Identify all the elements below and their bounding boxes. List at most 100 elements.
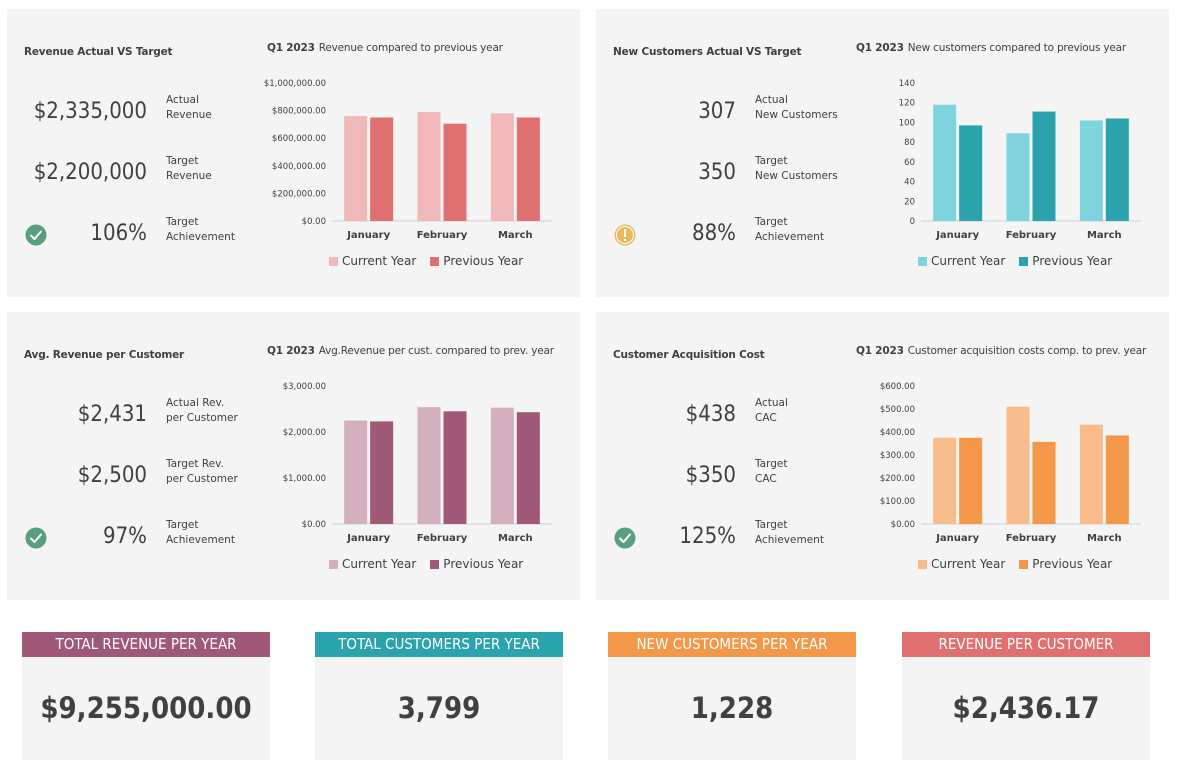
avg-revenue-panel: Avg. Revenue per Customer Q1 2023 Avg.Rev… bbox=[7, 312, 580, 600]
chart-legend: Current Year Previous Year bbox=[918, 557, 1112, 571]
panel-title: New Customers Actual VS Target bbox=[613, 46, 802, 58]
kpi-label: Actual CAC bbox=[755, 397, 788, 424]
legend-current-year: Current Year bbox=[329, 254, 416, 268]
kpi-achievement: 88% Target Achievement bbox=[596, 216, 846, 261]
x-tick-label: February bbox=[1006, 533, 1057, 544]
chart-title-quarter: Q1 2023 bbox=[856, 345, 904, 357]
bar-previous-year bbox=[959, 437, 983, 524]
total-header: TOTAL REVENUE PER YEAR bbox=[22, 632, 270, 657]
new-customers-bar-chart: 0 20 40 60 80 100 120 140 January February March bbox=[899, 79, 1141, 241]
y-tick-label: 0 bbox=[910, 217, 915, 227]
bar-previous-year bbox=[370, 117, 394, 221]
legend-swatch bbox=[1019, 256, 1029, 266]
kpi-achievement: 106% Target Achievement bbox=[7, 216, 257, 261]
legend-label: Previous Year bbox=[1032, 557, 1113, 571]
legend-swatch bbox=[918, 256, 927, 266]
y-tick-label: $200.00 bbox=[880, 474, 915, 484]
total-revenue-card: TOTAL REVENUE PER YEAR $9,255,000.00 bbox=[22, 632, 270, 760]
kpi-label: Target New Customers bbox=[755, 155, 838, 182]
x-tick-label: January bbox=[346, 230, 390, 241]
x-tick-label: March bbox=[1087, 533, 1122, 544]
total-customers-card: TOTAL CUSTOMERS PER YEAR 3,799 bbox=[315, 632, 563, 760]
bar-current-year bbox=[1079, 424, 1103, 524]
chart-title: Q1 2023 Avg.Revenue per cust. compared to… bbox=[267, 345, 554, 357]
y-tick-label: $0.00 bbox=[891, 520, 915, 530]
check-icon bbox=[25, 527, 47, 549]
kpi-value: 97% bbox=[103, 524, 147, 549]
y-tick-label: 60 bbox=[904, 158, 915, 168]
kpi-value: 350 bbox=[698, 160, 736, 185]
y-tick-label: 80 bbox=[904, 138, 915, 148]
bar-previous-year bbox=[1032, 111, 1056, 221]
kpi-actual: $2,431 Actual Rev. per Customer bbox=[7, 397, 257, 442]
chart-legend: Current Year Previous Year bbox=[918, 254, 1112, 268]
x-tick-label: March bbox=[1087, 230, 1122, 241]
legend-label: Current Year bbox=[931, 254, 1006, 268]
bar-current-year bbox=[344, 116, 368, 221]
kpi-value: $2,500 bbox=[77, 463, 147, 488]
kpi-value: $2,335,000 bbox=[33, 99, 147, 124]
kpi-target: 350 Target New Customers bbox=[596, 155, 846, 200]
legend-current-year: Current Year bbox=[329, 557, 416, 571]
bar-previous-year bbox=[1105, 118, 1129, 221]
revenue-per-customer-card: REVENUE PER CUSTOMER $2,436.17 bbox=[902, 632, 1150, 760]
kpi-actual: 307 Actual New Customers bbox=[596, 94, 846, 139]
kpi-actual: $438 Actual CAC bbox=[596, 397, 846, 442]
cac-panel: Customer Acquisition Cost Q1 2023 Custome… bbox=[596, 312, 1169, 600]
legend-previous-year: Previous Year bbox=[430, 557, 523, 571]
kpi-label: Target Achievement bbox=[755, 519, 824, 546]
y-tick-label: 100 bbox=[899, 118, 915, 128]
y-tick-label: $3,000.00 bbox=[283, 382, 326, 392]
kpi-achievement: 125% Target Achievement bbox=[596, 519, 846, 564]
total-value: 3,799 bbox=[315, 657, 563, 760]
bar-current-year bbox=[1079, 120, 1103, 221]
chart-title-text: Avg.Revenue per cust. compared to prev. … bbox=[318, 345, 554, 357]
y-tick-label: 140 bbox=[899, 79, 915, 89]
y-tick-label: 20 bbox=[904, 197, 915, 207]
panel-title: Avg. Revenue per Customer bbox=[24, 349, 185, 361]
bar-current-year bbox=[417, 111, 441, 221]
check-icon bbox=[614, 527, 636, 549]
kpi-label: Actual Rev. per Customer bbox=[166, 397, 238, 424]
legend-swatch bbox=[329, 559, 338, 569]
chart-title: Q1 2023 New customers compared to previou… bbox=[856, 42, 1126, 54]
bar-previous-year bbox=[959, 125, 983, 221]
legend-label: Current Year bbox=[931, 557, 1006, 571]
total-value: 1,228 bbox=[608, 657, 856, 760]
kpi-value: 125% bbox=[679, 524, 736, 549]
bar-previous-year bbox=[516, 117, 540, 221]
legend-label: Current Year bbox=[342, 254, 417, 268]
legend-label: Previous Year bbox=[1032, 254, 1113, 268]
legend-previous-year: Previous Year bbox=[1019, 254, 1112, 268]
kpi-label: Target Revenue bbox=[166, 155, 212, 182]
chart-legend: Current Year Previous Year bbox=[329, 557, 523, 571]
kpi-label: Target Achievement bbox=[166, 216, 235, 243]
legend-swatch bbox=[1019, 559, 1029, 569]
legend-current-year: Current Year bbox=[918, 254, 1005, 268]
x-tick-label: March bbox=[498, 230, 533, 241]
total-value: $2,436.17 bbox=[902, 657, 1150, 760]
legend-swatch bbox=[430, 559, 440, 569]
kpi-value: 106% bbox=[90, 221, 147, 246]
y-tick-label: $200,000.00 bbox=[272, 189, 326, 199]
kpi-value: $2,431 bbox=[77, 402, 147, 427]
y-tick-label: 40 bbox=[904, 178, 915, 188]
bar-current-year bbox=[1006, 406, 1030, 524]
kpi-actual: $2,335,000 Actual Revenue bbox=[7, 94, 257, 139]
legend-swatch bbox=[329, 256, 338, 266]
bar-previous-year bbox=[1105, 435, 1129, 524]
warning-icon bbox=[614, 224, 636, 246]
chart-title: Q1 2023 Customer acquisition costs comp. … bbox=[856, 345, 1146, 357]
new-customers-card: NEW CUSTOMERS PER YEAR 1,228 bbox=[608, 632, 856, 760]
revenue-panel: Revenue Actual VS Target Q1 2023 Revenue … bbox=[7, 9, 580, 297]
total-header: TOTAL CUSTOMERS PER YEAR bbox=[315, 632, 563, 657]
chart-title-quarter: Q1 2023 bbox=[267, 42, 315, 54]
kpi-label: Target CAC bbox=[755, 458, 788, 485]
bar-previous-year bbox=[516, 412, 540, 524]
kpi-label: Actual New Customers bbox=[755, 94, 838, 121]
bar-current-year bbox=[1006, 133, 1030, 221]
x-tick-label: February bbox=[417, 533, 468, 544]
y-tick-label: $600.00 bbox=[880, 382, 915, 392]
legend-label: Current Year bbox=[342, 557, 417, 571]
y-tick-label: $400.00 bbox=[880, 428, 915, 438]
